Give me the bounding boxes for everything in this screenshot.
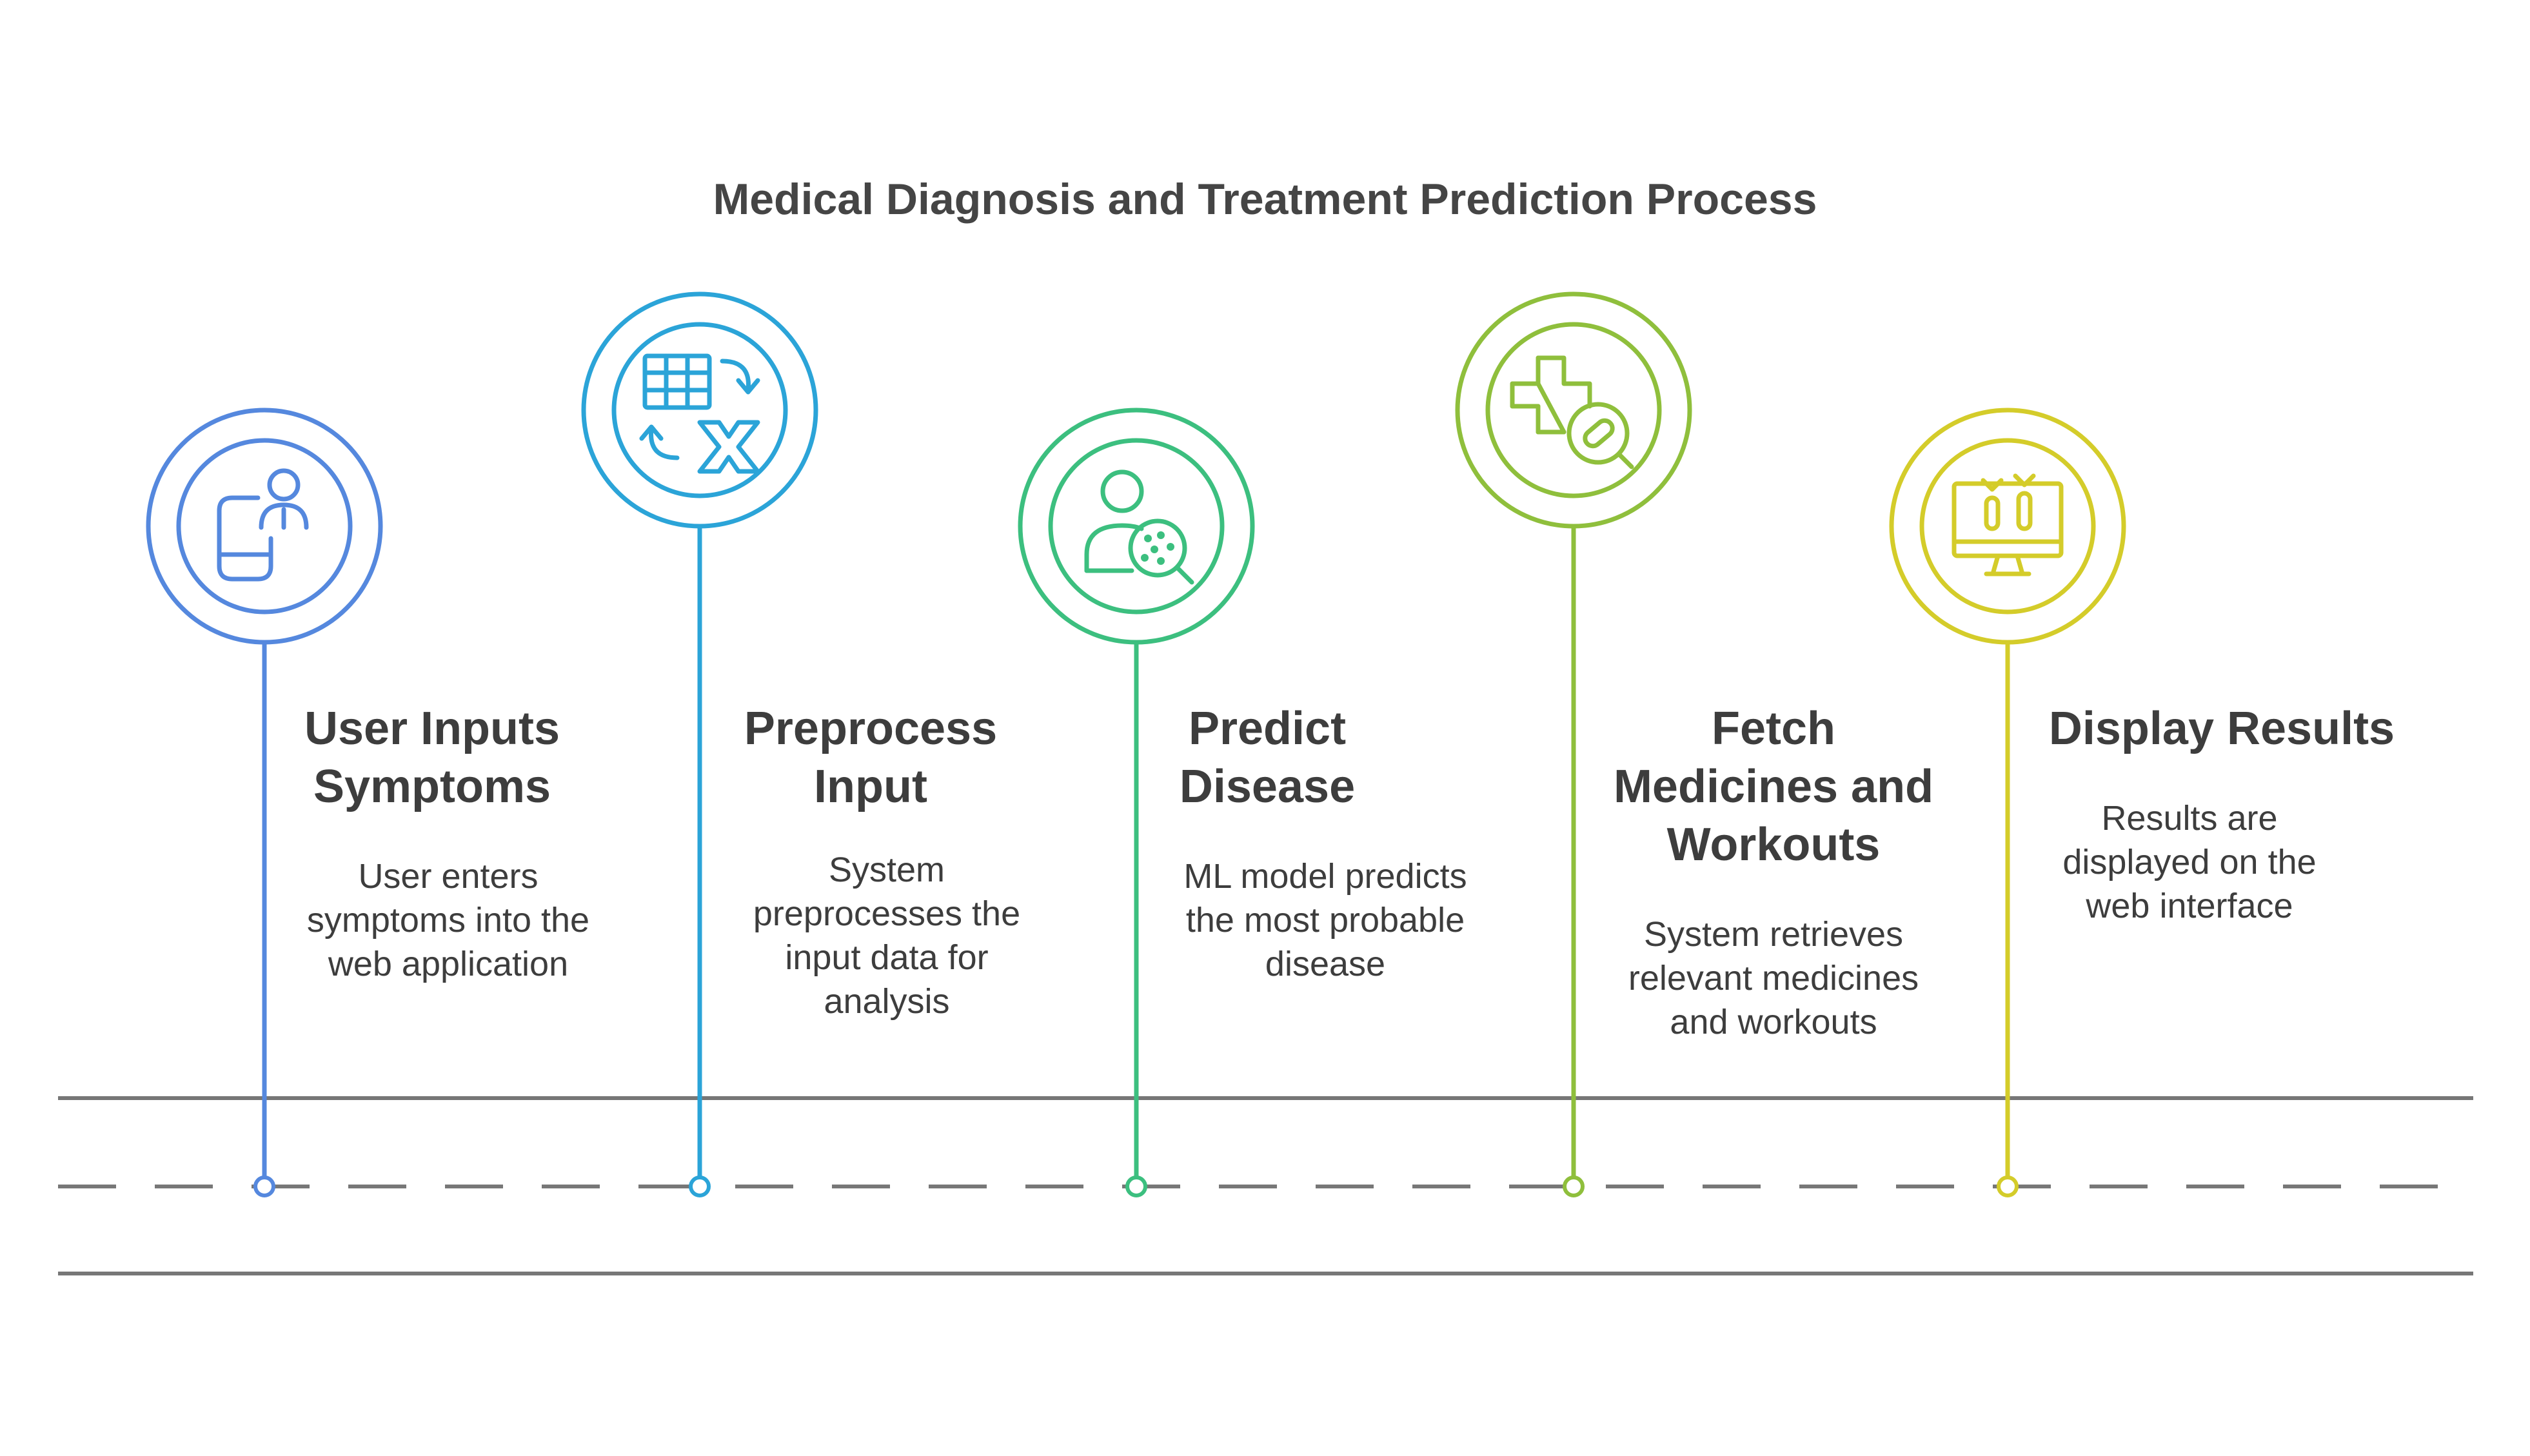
timeline-track <box>58 1096 2473 1275</box>
step-3-description: ML model predicts the most probable dise… <box>1145 854 1506 986</box>
step-4-title-line1: Fetch <box>1711 703 1836 754</box>
step-1-desc-line1: User enters <box>358 857 539 896</box>
step-1-inner-ring <box>176 438 353 615</box>
step-3-desc-line3: disease <box>1265 945 1386 983</box>
step-4-title-line2: Medicines and <box>1613 761 1934 812</box>
step-3-title: Predict Disease <box>1074 700 1461 816</box>
user-virus-search-icon <box>1084 469 1194 585</box>
step-2-desc-line2: preprocesses the <box>753 894 1021 933</box>
step-4-title: Fetch Medicines and Workouts <box>1580 700 1967 874</box>
step-3-desc-line2: the most probable <box>1185 901 1465 940</box>
step-3-title-line2: Disease <box>1179 761 1356 812</box>
step-1-title: User Inputs Symptoms <box>239 700 626 816</box>
step-2-node <box>689 1176 711 1197</box>
step-1-description: User enters symptoms into the web applic… <box>268 854 629 986</box>
step-1-desc-line2: symptoms into the <box>306 901 590 940</box>
step-5-outer-ring <box>1889 408 2126 645</box>
step-2-outer-ring <box>581 291 818 529</box>
step-5-title: Display Results <box>2028 700 2415 758</box>
step-4-node <box>1563 1176 1585 1197</box>
step-4-desc-line1: System retrieves <box>1643 915 1904 954</box>
spreadsheet-transform-icon <box>639 353 760 474</box>
step-2-title-line1: Preprocess <box>744 703 998 754</box>
step-5-marker <box>1889 408 2126 1197</box>
step-5-inner-ring <box>1919 438 2096 615</box>
step-2-inner-ring <box>611 322 788 498</box>
step-5-desc-line2: displayed on the <box>2062 843 2317 881</box>
step-5-node <box>1997 1176 2019 1197</box>
step-4-desc-line2: relevant medicines <box>1628 959 1919 998</box>
step-2-title-line2: Input <box>814 761 927 812</box>
step-4-title-line3: Workouts <box>1666 819 1881 871</box>
step-1-desc-line3: web application <box>328 945 569 983</box>
step-2-description: System preprocesses the input data for a… <box>706 848 1067 1023</box>
diagram-title: Medical Diagnosis and Treatment Predicti… <box>713 175 1817 224</box>
medical-pill-search-icon <box>1510 355 1634 469</box>
step-3-desc-line1: ML model predicts <box>1183 857 1467 896</box>
step-2-title: Preprocess Input <box>677 700 1064 816</box>
step-1-outer-ring <box>146 408 383 645</box>
step-4-inner-ring <box>1485 322 1662 498</box>
step-2-desc-line1: System <box>828 851 945 889</box>
step-2-desc-line3: input data for <box>785 938 989 977</box>
step-1-node <box>253 1176 275 1197</box>
step-5-title-line1: Display Results <box>2048 703 2395 754</box>
step-3-node <box>1125 1176 1147 1197</box>
step-1-title-line2: Symptoms <box>313 761 551 812</box>
step-4-description: System retrieves relevant medicines and … <box>1593 912 1954 1044</box>
step-1-title-line1: User Inputs <box>304 703 560 754</box>
step-5-desc-line1: Results are <box>2101 799 2278 838</box>
step-2-desc-line4: analysis <box>824 982 950 1021</box>
step-5-description: Results are displayed on the web interfa… <box>2009 796 2370 928</box>
step-5-desc-line3: web interface <box>2086 887 2293 925</box>
monitor-results-icon <box>1952 473 2064 576</box>
user-mobile-icon <box>217 468 309 582</box>
step-4-outer-ring <box>1455 291 1692 529</box>
step-3-title-line1: Predict <box>1188 703 1347 754</box>
step-1-marker <box>146 408 383 1197</box>
step-4-desc-line3: and workouts <box>1670 1003 1877 1041</box>
step-3-inner-ring <box>1048 438 1225 615</box>
